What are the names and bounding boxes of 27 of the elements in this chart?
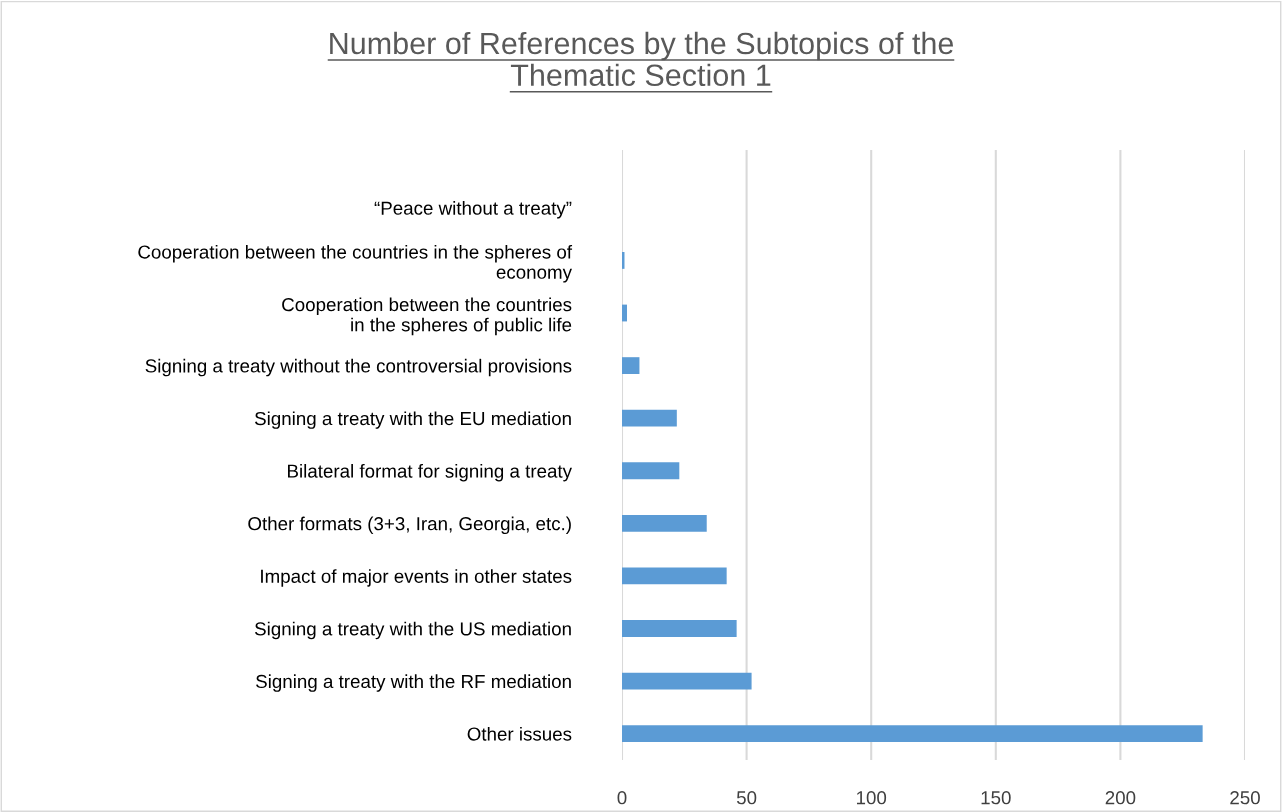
bar <box>622 409 677 427</box>
y-tick-label: Signing a treaty with the RF mediation <box>256 674 571 692</box>
x-tick-label: 0 <box>617 791 627 805</box>
bar <box>622 672 752 690</box>
y-tick-label: Impact of major events in other states <box>261 569 572 587</box>
bar <box>622 514 707 532</box>
bar <box>622 620 737 637</box>
bar <box>622 357 640 375</box>
bar <box>622 567 727 585</box>
y-tick-label: Bilateral format for signing a treaty <box>288 463 572 482</box>
bar <box>622 462 680 480</box>
x-tick-label: 200 <box>1105 791 1136 805</box>
chart-title: Number of References by the Subtopics of the Thematic Section 1 <box>330 31 954 87</box>
y-tick-label: Signing a treaty without the controversial provisions <box>145 358 572 377</box>
y-tick-label: Cooperation between the countries in the spheres of public life <box>282 297 572 336</box>
y-tick-label: Signing a treaty with the EU mediation <box>254 411 571 429</box>
x-tick-label: 150 <box>981 791 1011 805</box>
x-tick-label: 50 <box>736 791 757 805</box>
bar <box>622 304 627 322</box>
bar <box>622 725 1203 743</box>
y-tick-label: “Peace without a treaty” <box>374 201 572 219</box>
x-tick-label: 100 <box>856 791 887 805</box>
y-tick-label: Signing a treaty with the US mediation <box>254 621 571 640</box>
x-tick-label: 250 <box>1230 791 1260 805</box>
y-tick-label: Other formats (3+3, Iran, Georgia, etc.) <box>248 516 571 535</box>
y-tick-label: Cooperation between the countries in the spheres of economy <box>138 244 573 283</box>
y-tick-label: Other issues <box>467 726 572 741</box>
